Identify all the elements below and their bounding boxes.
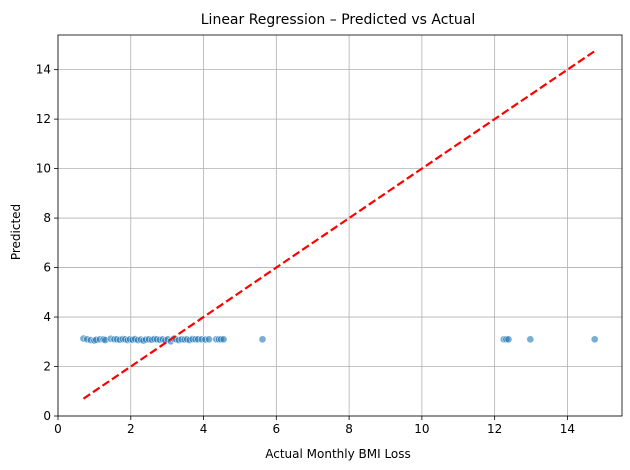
scatter-point xyxy=(219,335,228,344)
x-tick-label: 4 xyxy=(200,422,208,436)
x-axis-ticks: 0 2 4 6 8 10 12 14 xyxy=(54,416,575,436)
x-tick-label: 10 xyxy=(414,422,429,436)
chart-title: Linear Regression – Predicted vs Actual xyxy=(201,12,476,28)
grid xyxy=(57,35,622,417)
y-tick-label: 8 xyxy=(43,211,51,225)
x-tick-label: 2 xyxy=(127,422,135,436)
y-tick-label: 14 xyxy=(36,63,51,77)
x-tick-label: 12 xyxy=(487,422,502,436)
x-tick-label: 14 xyxy=(560,422,575,436)
scatter-point xyxy=(205,335,213,344)
y-tick-label: 2 xyxy=(43,360,51,374)
plot-frame xyxy=(57,34,623,417)
y-tick-label: 4 xyxy=(43,310,51,324)
x-tick-label: 8 xyxy=(345,422,353,436)
plot-marks xyxy=(79,50,599,400)
scatter-point xyxy=(590,335,599,344)
x-tick-label: 6 xyxy=(273,422,281,436)
identity-line xyxy=(82,50,596,400)
x-tick-label: 0 xyxy=(54,422,62,436)
y-axis-label: Predicted xyxy=(9,204,23,260)
y-axis-ticks: 0 2 4 6 8 10 12 14 xyxy=(36,63,58,423)
scatter-point xyxy=(504,335,513,344)
scatter-point xyxy=(258,335,267,344)
y-tick-label: 12 xyxy=(36,112,51,126)
y-tick-label: 0 xyxy=(43,409,51,423)
y-tick-label: 10 xyxy=(36,162,51,176)
x-axis-label: Actual Monthly BMI Loss xyxy=(265,447,411,461)
y-tick-label: 6 xyxy=(43,261,51,275)
scatter-point xyxy=(526,335,535,344)
